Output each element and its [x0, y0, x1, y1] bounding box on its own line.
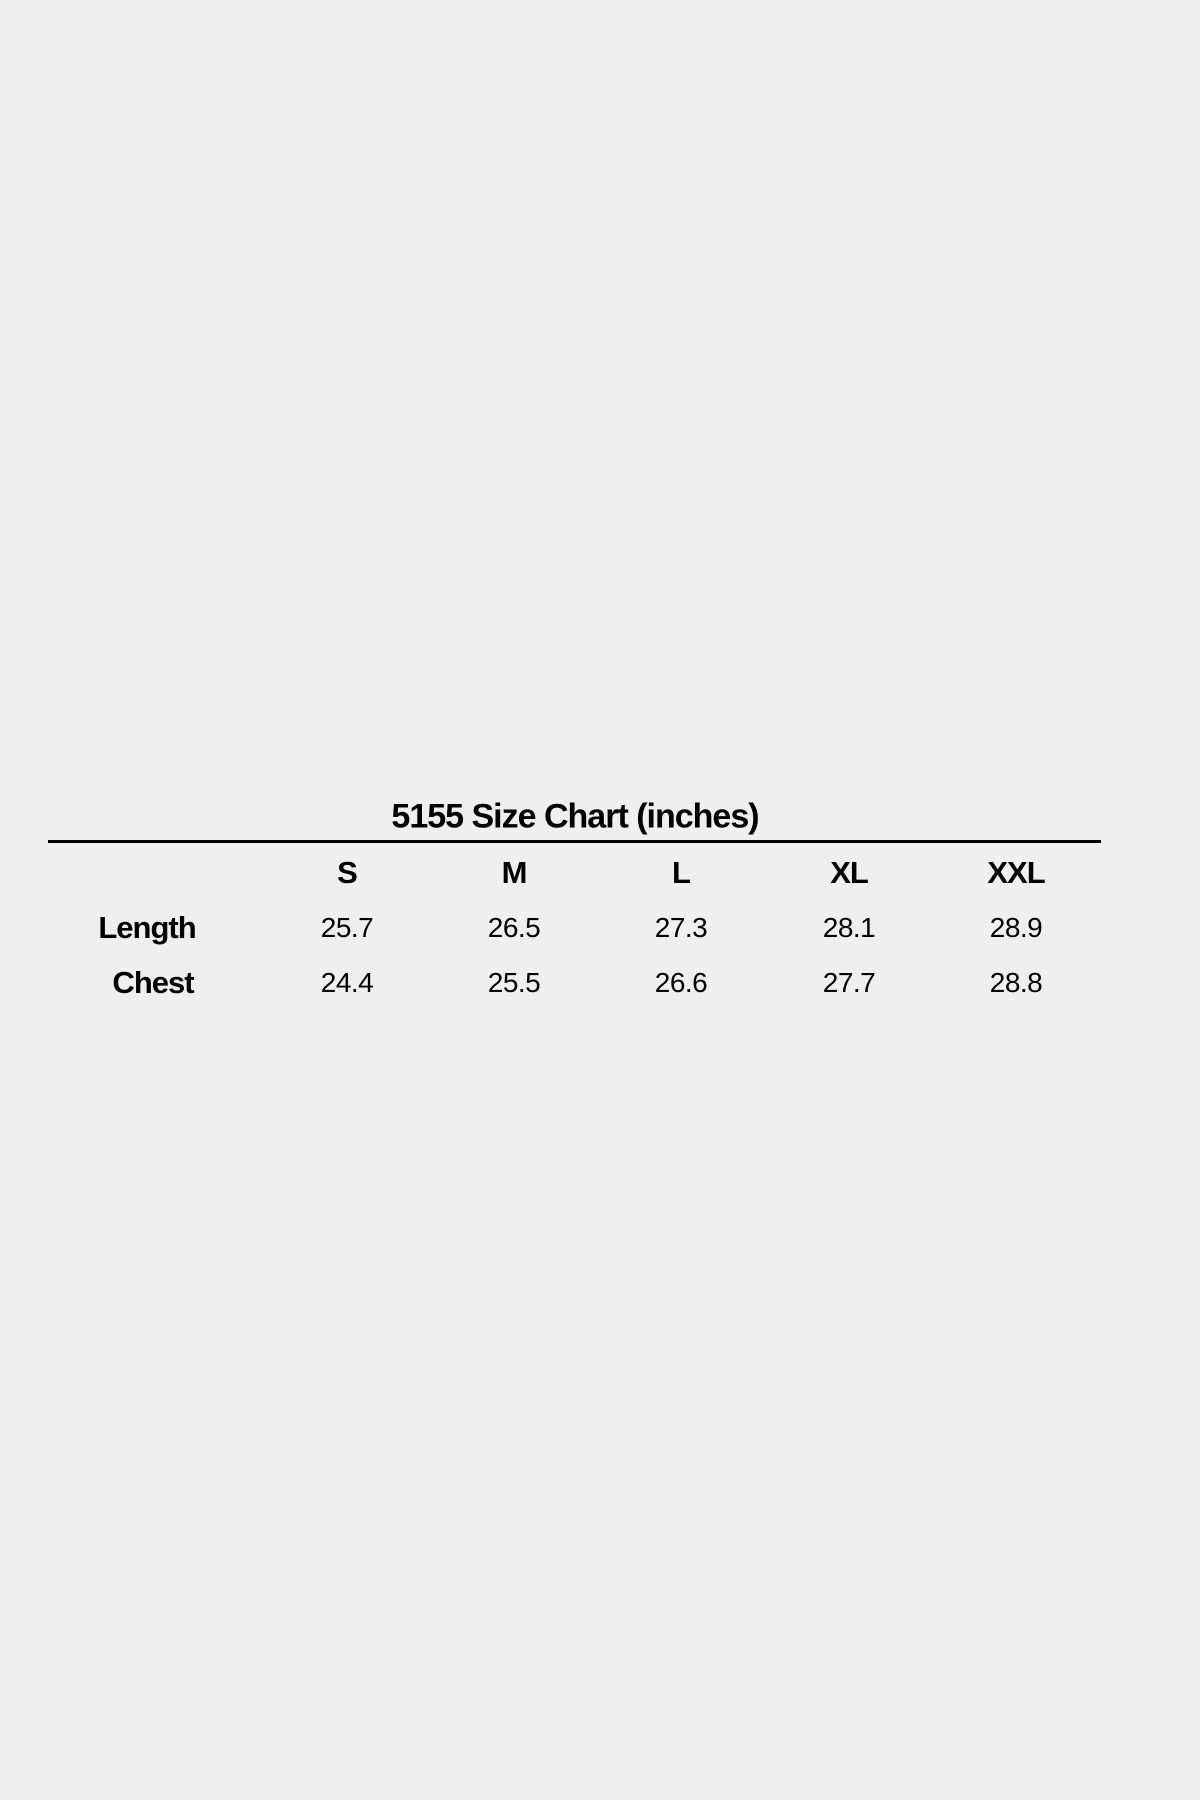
- table-cell: 25.5: [487, 967, 541, 998]
- table-cell: 28.1: [822, 912, 876, 943]
- column-header-l: L: [672, 855, 691, 890]
- table-cell: 25.7: [320, 912, 374, 943]
- row-label-chest: Chest: [112, 965, 194, 1000]
- size-chart-title: 5155 Size Chart (inches): [391, 797, 759, 836]
- table-cell: 24.4: [320, 967, 374, 998]
- table-cell: 27.7: [822, 967, 876, 998]
- table-cell: 28.8: [989, 967, 1043, 998]
- column-header-s: S: [337, 855, 358, 890]
- column-header-m: M: [501, 855, 528, 890]
- table-cell: 26.5: [487, 912, 541, 943]
- row-label-length: Length: [98, 910, 196, 945]
- column-header-xxl: XXL: [987, 855, 1045, 890]
- table-cell: 26.6: [654, 967, 708, 998]
- table-cell: 27.3: [654, 912, 708, 943]
- title-divider: [48, 840, 1101, 843]
- table-cell: 28.9: [989, 912, 1043, 943]
- column-header-xl: XL: [830, 855, 869, 890]
